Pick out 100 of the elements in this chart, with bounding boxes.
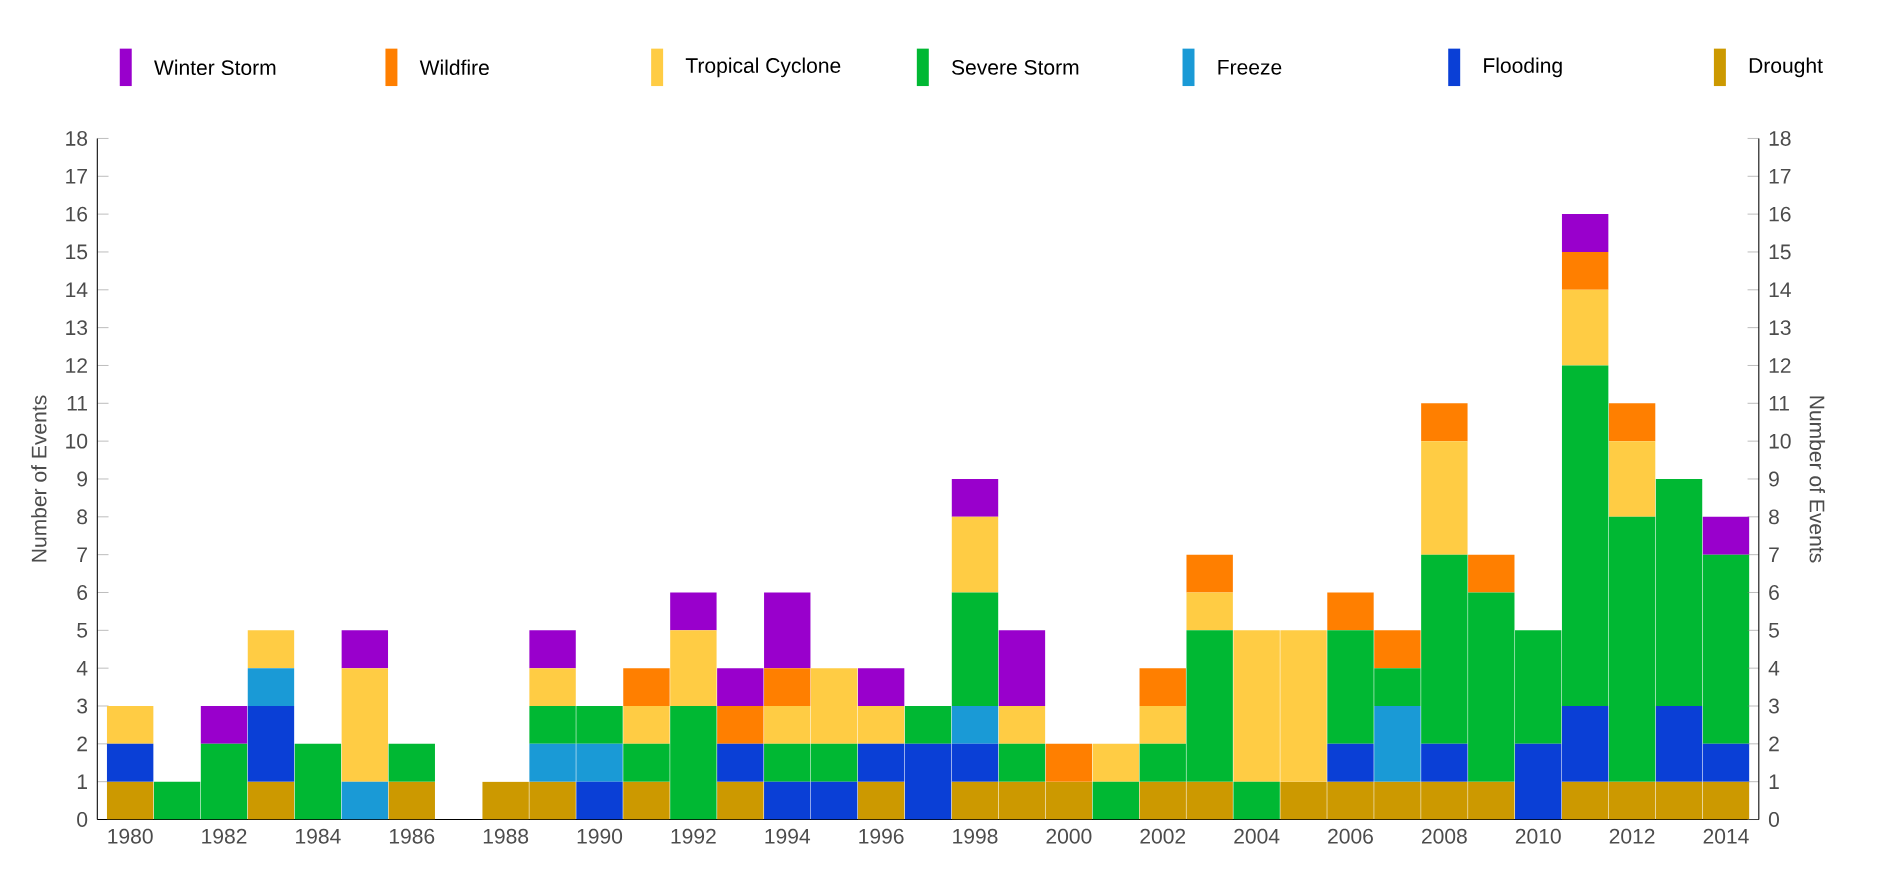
bar (1233, 781, 1280, 820)
y-tick-label: 5 (77, 622, 88, 638)
y2-tick-label: 8 (1769, 509, 1779, 525)
bar (1561, 213, 1609, 252)
y-tick-label: 7 (77, 547, 87, 562)
bar (1374, 630, 1421, 668)
bar (247, 705, 295, 782)
bar (857, 668, 905, 706)
x-tick-label: 1994 (765, 828, 811, 844)
y2-tick-label: 11 (1769, 395, 1789, 411)
legend-label: Severe Storm (951, 59, 1079, 75)
bar (1327, 743, 1374, 782)
y2-tick-label: 10 (1769, 433, 1791, 449)
bar (1139, 705, 1186, 744)
legend-label: Wildfire (419, 59, 489, 75)
y-axis-title: Number of Events (31, 395, 47, 562)
bar (1561, 251, 1609, 290)
y-tick-label: 17 (66, 168, 87, 184)
bar (247, 781, 295, 820)
y2-tick-label: 7 (1769, 547, 1779, 562)
bar (857, 781, 905, 820)
y-tick-label: 0 (77, 811, 88, 827)
bar (576, 781, 623, 820)
x-tick-label: 2004 (1234, 828, 1280, 844)
y2-tick-label: 5 (1768, 622, 1779, 638)
bar (998, 630, 1046, 706)
x-tick-label: 1996 (859, 828, 904, 844)
x-tick-label: 1986 (389, 828, 435, 844)
bar (1186, 592, 1233, 631)
bar (951, 516, 999, 593)
y-tick-label: 15 (66, 244, 88, 260)
x-tick-label: 1982 (202, 828, 247, 844)
x-tick-label: 1984 (296, 828, 341, 844)
bar (951, 478, 999, 517)
x-tick-label: 1988 (483, 828, 529, 844)
x-tick-label: 1992 (671, 828, 716, 844)
bar (1421, 403, 1468, 441)
y-tick-label: 18 (66, 130, 88, 146)
legend-label: Winter Storm (154, 59, 276, 75)
bar (1421, 743, 1468, 782)
bar (623, 668, 670, 706)
bar (1139, 668, 1186, 706)
bar (1045, 743, 1093, 782)
y-tick-label: 13 (66, 320, 88, 335)
bar (623, 705, 670, 744)
y2-tick-label: 9 (1769, 471, 1779, 487)
y2-tick-label: 13 (1769, 320, 1791, 335)
bar (388, 781, 435, 820)
y2-tick-label: 2 (1769, 736, 1779, 752)
bar (951, 705, 999, 744)
y2-tick-label: 17 (1769, 168, 1791, 184)
legend-label: Tropical Cyclone (685, 57, 841, 77)
y2-axis-title: Number of Events (1809, 396, 1826, 563)
y2-tick-label: 18 (1769, 130, 1791, 146)
y-tick-label: 10 (66, 433, 88, 449)
y-tick-label: 11 (67, 395, 87, 411)
bar (904, 705, 952, 744)
bar (200, 705, 248, 744)
y2-tick-label: 6 (1769, 584, 1779, 600)
x-tick-label: 1998 (953, 828, 998, 844)
y2-tick-label: 0 (1768, 811, 1780, 827)
x-tick-label: 2010 (1515, 828, 1561, 844)
bar (1374, 705, 1421, 782)
bar (998, 705, 1046, 744)
bar (717, 668, 764, 706)
bar (1092, 781, 1139, 820)
bar (294, 743, 342, 820)
bar (341, 630, 389, 668)
x-tick-label: 1980 (108, 828, 153, 844)
bar (951, 592, 999, 706)
bar (717, 705, 764, 744)
bar (388, 743, 435, 782)
bar (764, 592, 811, 668)
bar (341, 781, 389, 820)
bar (341, 668, 389, 782)
bar (529, 630, 576, 668)
y-tick-label: 4 (76, 660, 88, 676)
bar (1186, 554, 1233, 593)
bar (106, 705, 154, 744)
y2-tick-label: 3 (1768, 698, 1779, 714)
bar (670, 630, 717, 706)
x-tick-label: 2014 (1703, 828, 1749, 844)
y-tick-label: 16 (66, 206, 88, 222)
y-tick-label: 2 (77, 736, 87, 752)
bar (1608, 403, 1656, 441)
bar (106, 781, 154, 820)
bar (1702, 516, 1750, 555)
y2-tick-label: 1 (1769, 774, 1779, 789)
bar (670, 592, 717, 631)
x-tick-label: 2008 (1422, 828, 1467, 844)
x-tick-label: 2006 (1328, 828, 1373, 844)
bar (1327, 592, 1374, 631)
bar (1421, 440, 1468, 555)
y-tick-label: 6 (77, 584, 88, 600)
bar (717, 743, 764, 782)
bar (717, 781, 764, 820)
bar (1608, 440, 1656, 517)
legend-label: Drought (1749, 57, 1823, 77)
bar (1468, 554, 1515, 593)
y-tick-label: 9 (77, 471, 87, 487)
